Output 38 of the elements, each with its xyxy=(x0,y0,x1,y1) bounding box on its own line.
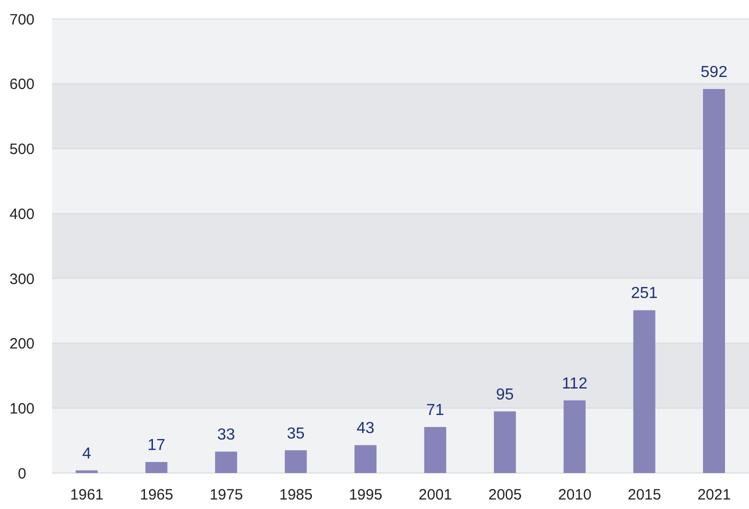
data-label: 251 xyxy=(630,285,658,302)
data-label: 592 xyxy=(700,64,728,82)
x-tick-label: 1995 xyxy=(348,486,382,504)
y-tick-label: 600 xyxy=(9,76,35,94)
y-tick-label: 100 xyxy=(9,400,35,418)
bar xyxy=(145,462,168,473)
data-label: 4 xyxy=(82,445,92,462)
x-tick-label: 2021 xyxy=(697,486,731,504)
x-tick-label: 1965 xyxy=(140,486,174,504)
x-tick-label: 2005 xyxy=(488,486,522,504)
bar xyxy=(703,89,725,473)
y-tick-label: 500 xyxy=(9,141,35,158)
bar xyxy=(76,470,98,473)
x-tick-label: 1975 xyxy=(210,486,243,504)
y-tick-label: 700 xyxy=(9,11,35,28)
y-tick-label: 200 xyxy=(9,336,35,353)
y-tick-label: 300 xyxy=(9,270,35,288)
bar xyxy=(633,310,656,473)
bar xyxy=(494,411,516,473)
data-label: 33 xyxy=(217,426,236,444)
y-tick-label: 400 xyxy=(9,206,35,223)
bar xyxy=(284,450,307,473)
x-tick-label: 2015 xyxy=(628,486,662,504)
x-tick-label: 2010 xyxy=(558,486,592,504)
x-tick-label: 1961 xyxy=(70,486,104,504)
x-tick-label: 1985 xyxy=(279,486,313,504)
data-label: 43 xyxy=(356,420,374,438)
data-label: 71 xyxy=(426,402,444,419)
bar xyxy=(424,426,446,473)
data-label: 35 xyxy=(286,425,305,442)
data-label: 112 xyxy=(562,375,588,392)
data-label: 95 xyxy=(496,386,514,404)
x-tick-label: 2001 xyxy=(418,486,452,504)
y-tick-label: 0 xyxy=(18,465,26,482)
bar xyxy=(354,445,376,473)
bar xyxy=(564,400,586,473)
bar xyxy=(215,452,238,473)
data-label: 17 xyxy=(148,436,166,454)
